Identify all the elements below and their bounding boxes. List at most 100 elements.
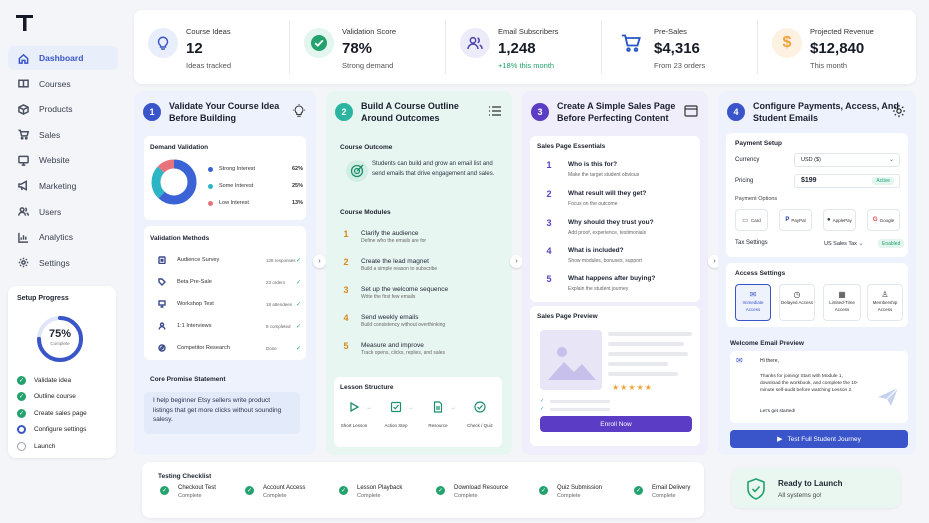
- check-icon: ✓: [436, 486, 445, 495]
- image-icon: [548, 347, 596, 380]
- arrow-icon: →: [366, 405, 372, 411]
- nav-label: Marketing: [39, 180, 77, 191]
- tax-label: Tax Settings: [735, 240, 768, 246]
- nav-item-analytics[interactable]: Analytics: [8, 225, 118, 249]
- setup-item[interactable]: ✓ Validate idea: [17, 372, 87, 389]
- nav-label: Settings: [39, 257, 70, 268]
- module-item[interactable]: 1 Clarify the audience Define who the emai…: [340, 229, 426, 244]
- ready-to-launch-card[interactable]: Ready to Launch All systems go!: [732, 468, 900, 508]
- module-item[interactable]: 3 Set up the welcome sequence Write the fi…: [340, 285, 448, 300]
- test-journey-button[interactable]: ▶ Test Full Student Journey: [730, 430, 908, 448]
- access-option-limited[interactable]: ▦ Limited-Time Access: [823, 284, 861, 321]
- setup-item[interactable]: Configure settings: [17, 422, 87, 439]
- button-label: Test Full Student Journey: [787, 435, 861, 443]
- step-outline-column: 2 Build A Course Outline Around Outcomes…: [326, 91, 512, 455]
- nav-item-dashboard[interactable]: Dashboard: [8, 46, 118, 70]
- next-arrow-button[interactable]: ›: [708, 255, 721, 268]
- sidebar: Dashboard Courses Products Sales Website…: [0, 0, 128, 523]
- nav-item-courses[interactable]: Courses: [8, 72, 118, 96]
- legend-dot: [208, 166, 213, 172]
- cart-icon: [616, 28, 646, 58]
- legend-dot: [208, 200, 213, 206]
- nav-item-sales[interactable]: Sales: [8, 123, 118, 147]
- stat-sub: +18% this month: [498, 61, 555, 70]
- module-sub: Track opens, clicks, replies, and sales: [361, 350, 446, 356]
- module-number: 1: [343, 229, 349, 239]
- method-count: 128 responses: [266, 257, 296, 263]
- stat-email-subscribers[interactable]: Email Subscribers 1,248 +18% this month: [446, 10, 602, 84]
- test-item[interactable]: ✓ Download Resource Complete: [436, 484, 508, 501]
- setup-item[interactable]: ✓ Outline course: [17, 389, 87, 406]
- stat-course-ideas[interactable]: Course Ideas 12 Ideas tracked: [134, 10, 290, 84]
- test-item[interactable]: ✓ Quiz Submission Complete: [539, 484, 602, 501]
- stat-validation-score[interactable]: Validation Score 78% Strong demand: [290, 10, 446, 84]
- stat-projected-revenue[interactable]: $ Projected Revenue $12,840 This month: [758, 10, 914, 84]
- method-label: Competitor Research: [177, 345, 230, 351]
- payment-option-google[interactable]: G Google: [867, 209, 900, 231]
- method-row[interactable]: Beta Pre-Sale 23 orders ✓: [158, 278, 301, 286]
- method-row[interactable]: Competitor Research Done ✓: [158, 344, 301, 352]
- payment-option-paypal[interactable]: P PayPal: [779, 209, 812, 231]
- test-item[interactable]: ✓ Email Delivery Complete: [634, 484, 690, 501]
- method-row[interactable]: Workshop Test 18 attendees ✓: [158, 300, 301, 308]
- nav-item-marketing[interactable]: Marketing: [8, 174, 118, 198]
- step-number: 1: [143, 103, 161, 121]
- check-icon: ✓: [634, 486, 643, 495]
- test-item[interactable]: ✓ Checkout Test Complete: [160, 484, 216, 501]
- access-option-delayed[interactable]: ◷ Delayed Access: [779, 284, 815, 321]
- nav-item-products[interactable]: Products: [8, 97, 118, 121]
- nav-item-website[interactable]: Website: [8, 148, 118, 172]
- stat-pre-sales[interactable]: Pre-Sales $4,316 From 23 orders: [602, 10, 758, 84]
- payment-option-card[interactable]: ▭ Card: [735, 209, 768, 231]
- course-outcome-card: Course Outcome Students can build and gr…: [334, 136, 502, 196]
- test-item[interactable]: ✓ Lesson Playback Complete: [339, 484, 402, 501]
- access-option-immediate[interactable]: ✉ Immediate Access: [735, 284, 771, 321]
- module-number: 2: [343, 257, 349, 267]
- method-count: 8 completed: [266, 323, 291, 329]
- next-arrow-button[interactable]: ›: [510, 255, 523, 268]
- chevron-down-icon: ⌄: [888, 157, 894, 163]
- price-input[interactable]: $199 Active: [794, 174, 900, 188]
- check-icon: ✓: [540, 406, 545, 412]
- access-option-membership[interactable]: ♙ Membership Access: [867, 284, 903, 321]
- test-item[interactable]: ✓ Account Access Complete: [245, 484, 305, 501]
- payment-option-applepay[interactable]: ● ApplePay: [823, 209, 856, 231]
- legend-label: Low Interest: [219, 200, 249, 206]
- tax-select[interactable]: US Sales Tax ⌄: [824, 240, 863, 247]
- chart-icon: [18, 232, 29, 243]
- nav-label: Products: [39, 104, 73, 115]
- presentation-icon: [158, 300, 166, 308]
- setup-item[interactable]: ✓ Create sales page: [17, 405, 87, 422]
- essential-question: What result will they get?: [568, 190, 647, 197]
- test-label: Download Resource: [454, 485, 509, 491]
- list-icon: [489, 106, 501, 116]
- app-logo-icon[interactable]: [16, 14, 36, 32]
- lesson-structure-card: Lesson Structure → → → Short Lesson Acti…: [334, 377, 502, 447]
- options-label: Payment Options: [735, 196, 778, 202]
- email-title: Welcome Email Preview: [730, 340, 804, 347]
- method-row[interactable]: Audience Survey 128 responses ✓: [158, 256, 301, 264]
- promise-statement[interactable]: I help beginner Etsy sellers write produ…: [144, 392, 300, 434]
- essential-question: What happens after buying?: [568, 275, 656, 282]
- user-icon: ♙: [881, 290, 889, 299]
- module-item[interactable]: 2 Create the lead magnet Build a simple re…: [340, 257, 437, 272]
- currency-select[interactable]: USD ($) ⌄: [794, 153, 900, 167]
- method-count: 23 orders: [266, 279, 286, 285]
- setup-checklist: ✓ Validate idea ✓ Outline course ✓ Create s…: [17, 372, 87, 455]
- module-item[interactable]: 4 Send weekly emails Build consistency wit…: [340, 313, 445, 328]
- next-arrow-button[interactable]: ›: [313, 255, 326, 268]
- module-item[interactable]: 5 Measure and improve Track opens, clicks,…: [340, 341, 445, 356]
- check-icon: ✓: [296, 257, 302, 264]
- nav-item-users[interactable]: Users: [8, 200, 118, 224]
- nav-item-settings[interactable]: Settings: [8, 251, 118, 275]
- nav-label: Website: [39, 155, 70, 166]
- setup-item[interactable]: Launch: [17, 438, 87, 455]
- method-label: Beta Pre-Sale: [177, 279, 212, 285]
- access-title: Access Settings: [735, 270, 786, 277]
- test-status: Complete: [557, 493, 581, 499]
- method-row[interactable]: 1:1 Interviews 8 completed ✓: [158, 322, 301, 330]
- check-icon: ✓: [539, 486, 548, 495]
- check-circle-icon: [474, 401, 486, 413]
- method-count: 18 attendees: [266, 301, 293, 307]
- enroll-now-button[interactable]: Enroll Now: [540, 416, 692, 432]
